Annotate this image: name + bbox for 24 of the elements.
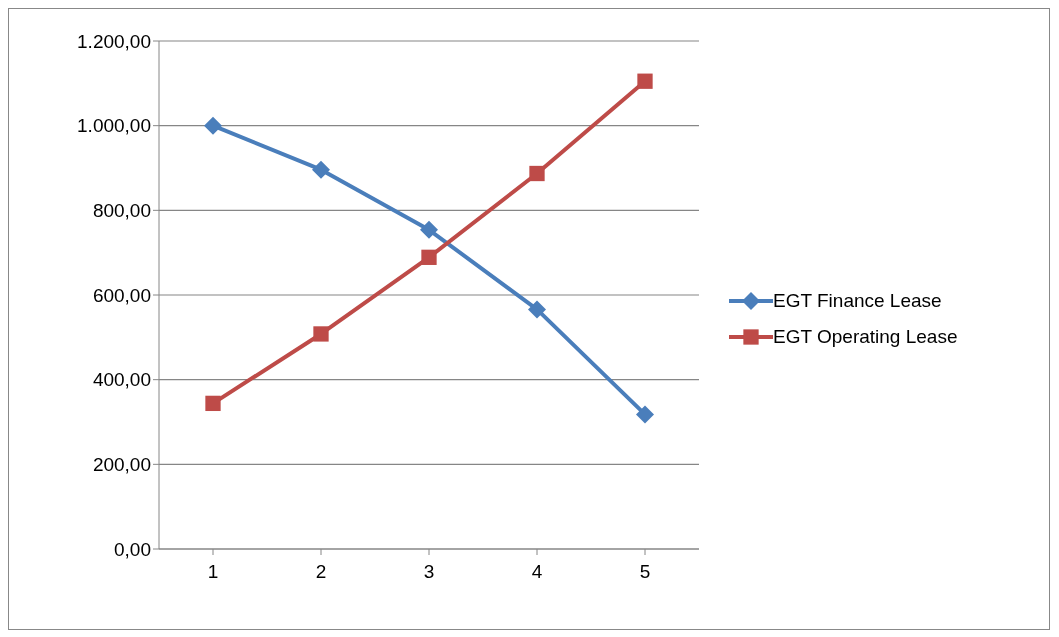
point bbox=[529, 165, 545, 182]
y-tick-label: 1.000,00 bbox=[77, 115, 151, 137]
x-tick-label: 5 bbox=[639, 561, 651, 583]
point bbox=[205, 395, 221, 412]
point bbox=[637, 73, 653, 89]
y-tick-label: 0,00 bbox=[114, 538, 151, 560]
point bbox=[528, 300, 546, 319]
legend-label: EGT Finance Lease bbox=[773, 290, 942, 312]
point bbox=[313, 326, 329, 342]
y-tick-label: 400,00 bbox=[92, 369, 151, 391]
point bbox=[312, 160, 330, 179]
x-tick-label: 1 bbox=[207, 561, 219, 583]
point bbox=[204, 116, 222, 135]
legend-label: EGT Operating Lease bbox=[773, 326, 958, 348]
y-tick-label: 1.200,00 bbox=[77, 30, 151, 52]
point bbox=[420, 220, 438, 239]
x-tick-label: 4 bbox=[531, 561, 543, 583]
y-tick-label: 200,00 bbox=[92, 454, 151, 476]
x-tick-label: 3 bbox=[423, 561, 435, 583]
point bbox=[421, 249, 437, 265]
y-tick-label: 800,00 bbox=[92, 200, 151, 222]
point bbox=[636, 405, 654, 424]
x-tick-label: 2 bbox=[315, 561, 327, 583]
y-tick-label: 600,00 bbox=[92, 284, 151, 306]
